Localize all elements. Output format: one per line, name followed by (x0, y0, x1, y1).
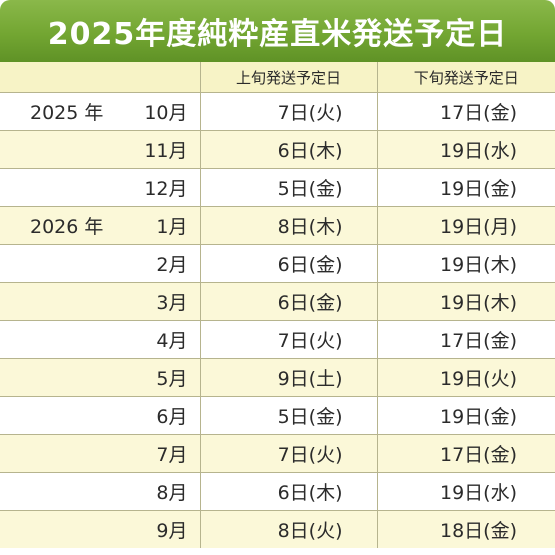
table-row: 8月 6日(木) 19日(水) (0, 472, 555, 511)
header-empty-year (0, 62, 133, 93)
late-date-cell: 17日(金) (376, 320, 555, 359)
year-cell (0, 472, 133, 511)
year-cell (0, 320, 133, 359)
early-date-cell: 6日(金) (199, 244, 377, 283)
year-cell (0, 168, 133, 207)
month-cell: 12月 (133, 168, 200, 207)
table-row: 11月 6日(木) 19日(水) (0, 130, 555, 169)
late-date-cell: 19日(水) (376, 130, 555, 169)
table-row: 9月 8日(火) 18日(金) (0, 510, 555, 548)
year-cell (0, 434, 133, 473)
header-late: 下旬発送予定日 (376, 62, 555, 93)
month-cell: 5月 (133, 358, 200, 397)
month-cell: 11月 (133, 130, 200, 169)
month-cell: 1月 (133, 206, 200, 245)
late-date-cell: 19日(木) (376, 282, 555, 321)
schedule-table: 上旬発送予定日 下旬発送予定日 2025 年 10月 7日(火) 17日(金) … (0, 62, 555, 548)
month-cell: 4月 (133, 320, 200, 359)
header-row: 上旬発送予定日 下旬発送予定日 (0, 62, 555, 93)
title-bar: 2025年度純粋産直米発送予定日 (0, 0, 555, 62)
table-row: 2026 年 1月 8日(木) 19日(月) (0, 206, 555, 245)
table-row: 12月 5日(金) 19日(金) (0, 168, 555, 207)
early-date-cell: 8日(火) (199, 510, 377, 548)
early-date-cell: 7日(火) (199, 434, 377, 473)
late-date-cell: 17日(金) (376, 92, 555, 131)
header-early: 上旬発送予定日 (199, 62, 377, 93)
table-row: 4月 7日(火) 17日(金) (0, 320, 555, 359)
year-cell (0, 282, 133, 321)
late-date-cell: 19日(火) (376, 358, 555, 397)
month-cell: 8月 (133, 472, 200, 511)
month-cell: 10月 (133, 92, 200, 131)
month-cell: 6月 (133, 396, 200, 435)
late-date-cell: 18日(金) (376, 510, 555, 548)
late-date-cell: 19日(水) (376, 472, 555, 511)
late-date-cell: 19日(金) (376, 168, 555, 207)
year-cell (0, 396, 133, 435)
table-row: 7月 7日(火) 17日(金) (0, 434, 555, 473)
early-date-cell: 7日(火) (199, 92, 377, 131)
early-date-cell: 9日(土) (199, 358, 377, 397)
table-row: 3月 6日(金) 19日(木) (0, 282, 555, 321)
table-row: 6月 5日(金) 19日(金) (0, 396, 555, 435)
month-cell: 9月 (133, 510, 200, 548)
table-row: 5月 9日(土) 19日(火) (0, 358, 555, 397)
year-cell: 2026 年 (0, 206, 133, 245)
year-cell (0, 358, 133, 397)
table-row: 2月 6日(金) 19日(木) (0, 244, 555, 283)
early-date-cell: 6日(木) (199, 472, 377, 511)
early-date-cell: 5日(金) (199, 396, 377, 435)
header-empty-month (133, 62, 200, 93)
early-date-cell: 8日(木) (199, 206, 377, 245)
year-cell: 2025 年 (0, 92, 133, 131)
month-cell: 7月 (133, 434, 200, 473)
year-cell (0, 510, 133, 548)
month-cell: 3月 (133, 282, 200, 321)
late-date-cell: 19日(月) (376, 206, 555, 245)
early-date-cell: 7日(火) (199, 320, 377, 359)
late-date-cell: 19日(木) (376, 244, 555, 283)
page-title: 2025年度純粋産直米発送予定日 (47, 17, 508, 52)
year-cell (0, 130, 133, 169)
late-date-cell: 17日(金) (376, 434, 555, 473)
early-date-cell: 5日(金) (199, 168, 377, 207)
table-row: 2025 年 10月 7日(火) 17日(金) (0, 92, 555, 131)
late-date-cell: 19日(金) (376, 396, 555, 435)
early-date-cell: 6日(木) (199, 130, 377, 169)
year-cell (0, 244, 133, 283)
month-cell: 2月 (133, 244, 200, 283)
early-date-cell: 6日(金) (199, 282, 377, 321)
